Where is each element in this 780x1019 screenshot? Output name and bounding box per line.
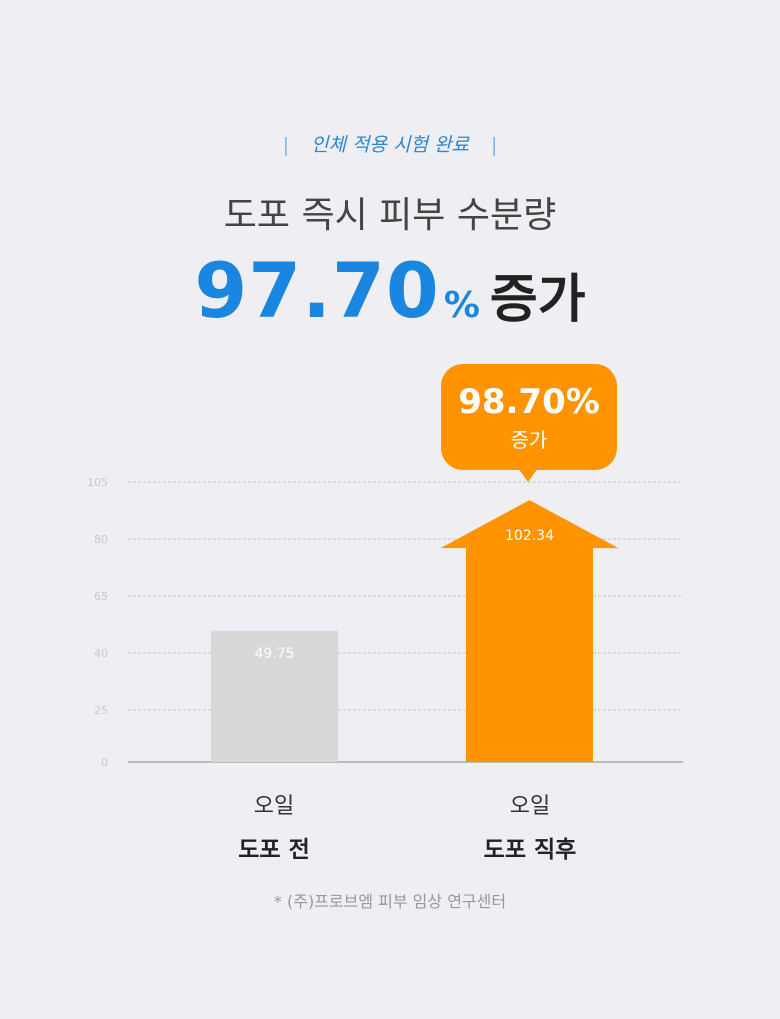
y-tick-label: 80	[94, 533, 108, 546]
category-line1: 오일	[253, 794, 295, 819]
y-tick-label: 0	[101, 756, 108, 769]
category-line1: 오일	[509, 794, 551, 819]
callout-value: 98.70%	[458, 382, 600, 422]
footnote: * (주)프로브엠 피부 임상 연구센터	[273, 892, 507, 911]
callout-label: 증가	[510, 428, 548, 452]
subtitle-text: 인체 적용 시험 완료	[311, 134, 469, 156]
y-tick-label: 65	[94, 590, 108, 603]
y-tick-label: 25	[94, 704, 108, 717]
headline-unit: %	[443, 285, 480, 326]
category-line2: 도포 전	[238, 837, 310, 863]
headline-suffix: 증가	[489, 270, 586, 330]
data-label: 49.75	[254, 646, 294, 662]
headline-value: 97.70	[194, 246, 440, 335]
y-tick-label: 40	[94, 647, 108, 660]
subtitle: | 인체 적용 시험 완료 |	[282, 134, 498, 156]
title: 도포 즉시 피부 수분량	[223, 195, 557, 236]
bar-arrow	[440, 500, 619, 762]
bar	[211, 630, 338, 762]
increase-callout: 98.70% 증가	[441, 364, 617, 482]
y-tick-label: 105	[87, 476, 108, 489]
category-line2: 도포 직후	[483, 837, 577, 863]
headline: 97.70% 증가	[0, 246, 780, 335]
data-label: 102.34	[505, 528, 554, 544]
